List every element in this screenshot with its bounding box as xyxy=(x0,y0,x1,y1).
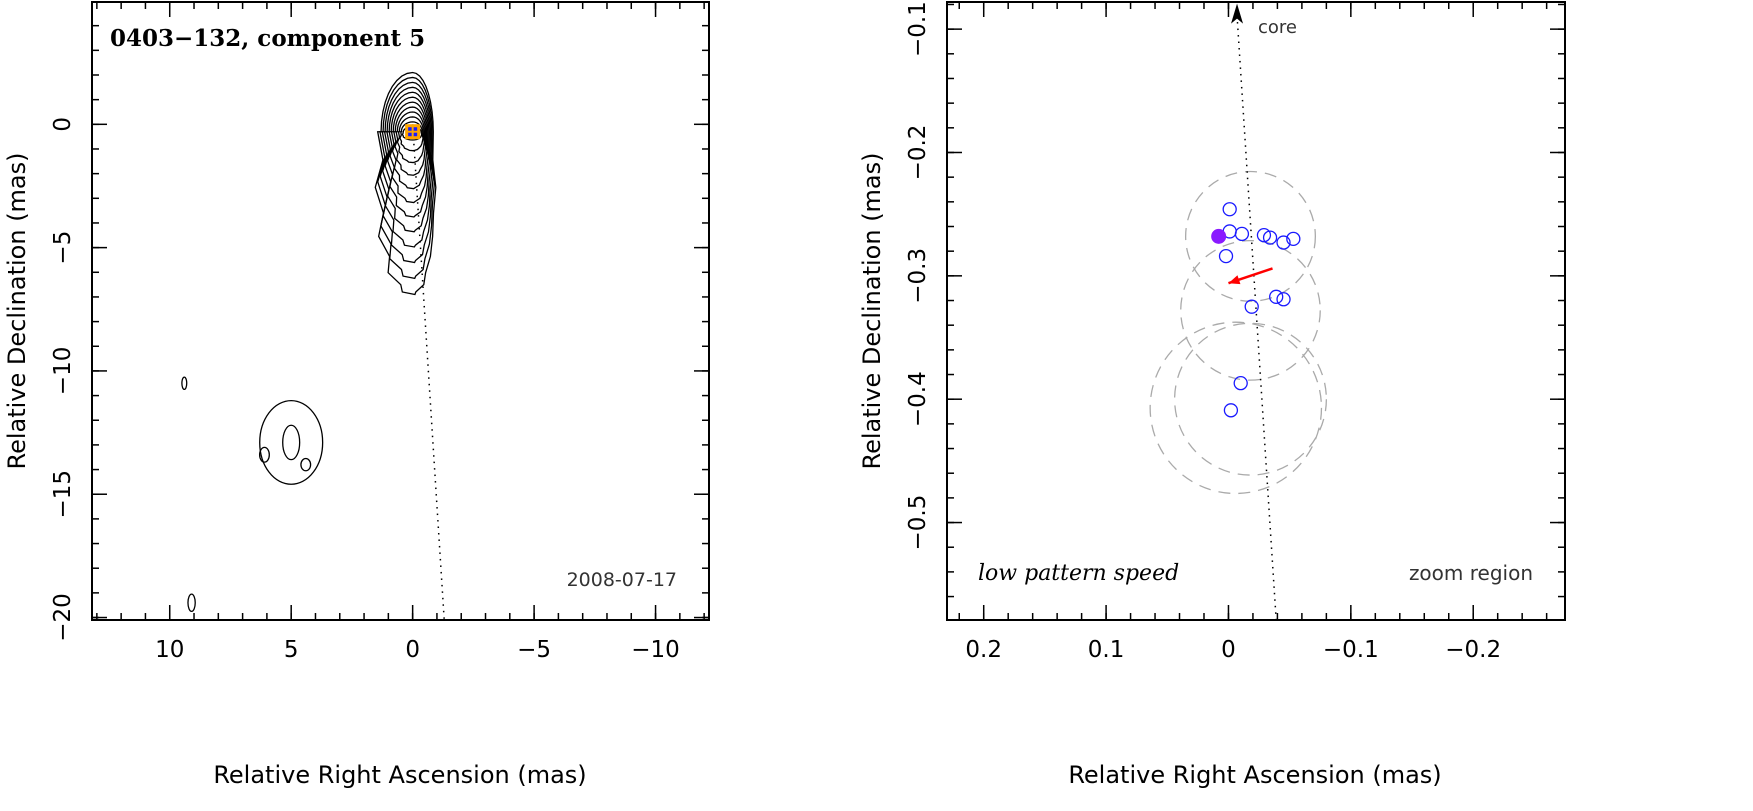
contour-line xyxy=(384,91,432,233)
data-point xyxy=(1286,231,1301,246)
contour-line xyxy=(377,76,436,280)
data-point xyxy=(1262,230,1278,245)
data-point xyxy=(1256,227,1272,243)
data-point xyxy=(1276,292,1291,307)
y-tick-label: −0.2 xyxy=(905,125,931,181)
jet-direction-line xyxy=(411,124,445,621)
y-tick-label: −10 xyxy=(50,347,76,396)
data-point xyxy=(1218,248,1234,264)
contour-line xyxy=(394,111,427,176)
annotation-zoom-region: zoom region xyxy=(1409,561,1533,585)
y-tick-label: −0.1 xyxy=(905,1,931,57)
x-tick-label: −10 xyxy=(631,637,680,663)
contour-line xyxy=(399,121,424,152)
data-point xyxy=(1244,299,1259,314)
plot-frame xyxy=(91,1,710,621)
uncertainty-circle xyxy=(1173,322,1328,476)
y-tick-label: 0 xyxy=(50,117,76,132)
uncertainty-circle xyxy=(1149,321,1323,495)
right-panel-zoom-scatter: 0.2 0.1 0 −0.1 −0.2 −0.1 −0.2 −0.3 −0.4 −0.5 xyxy=(905,1,1566,663)
x-tick-label: −0.2 xyxy=(1445,637,1501,663)
left-date: 2008-07-17 xyxy=(567,569,677,591)
data-point xyxy=(1276,235,1291,250)
left-title: 0403−132, component 5 xyxy=(110,25,425,52)
jet-direction-line xyxy=(1236,15,1277,621)
right-ylabel: Relative Declination (mas) xyxy=(858,152,886,469)
highlight-data-point xyxy=(1211,228,1227,244)
left-ylabel: Relative Declination (mas) xyxy=(3,152,31,469)
right-xlabel: Relative Right Ascension (mas) xyxy=(1068,761,1441,789)
core-arrow-icon xyxy=(1231,3,1244,24)
contour-island xyxy=(300,457,312,472)
y-tick-label: −0.5 xyxy=(905,495,931,551)
left-xlabel: Relative Right Ascension (mas) xyxy=(213,761,586,789)
data-point xyxy=(1223,403,1239,418)
contour-line xyxy=(396,116,425,164)
data-point xyxy=(1222,202,1237,217)
x-tick-label: −5 xyxy=(517,637,551,663)
contour-line xyxy=(381,86,433,248)
contour-line xyxy=(379,81,434,264)
data-point xyxy=(1269,289,1284,304)
data-point xyxy=(1233,376,1248,391)
x-tick-label: 0 xyxy=(405,637,420,663)
annotation-low-pattern-speed: low pattern speed xyxy=(978,561,1179,586)
y-tick-label: −15 xyxy=(50,470,76,519)
data-point xyxy=(1234,226,1250,242)
contour-island xyxy=(258,446,270,463)
y-tick-label: −0.3 xyxy=(905,248,931,304)
x-tick-label: 0 xyxy=(1221,637,1236,663)
x-tick-label: 0.1 xyxy=(1088,637,1125,663)
y-tick-label: −0.4 xyxy=(905,371,931,427)
x-tick-label: 0.2 xyxy=(965,637,1002,663)
annotation-core: core xyxy=(1258,17,1297,38)
contour-line xyxy=(386,96,431,218)
motion-vector-arrowhead-icon xyxy=(1228,275,1241,285)
left-panel-contour-map: 10 5 0 −5 −10 0 −5 −10 −15 −20 xyxy=(50,1,710,663)
plot-frame xyxy=(946,1,1566,621)
uncertainty-circle xyxy=(1180,239,1321,381)
contour-line xyxy=(389,101,429,204)
contour-island xyxy=(181,376,188,391)
y-tick-label: −20 xyxy=(50,593,76,642)
contour-island xyxy=(259,399,324,485)
uncertainty-circle xyxy=(1184,170,1317,302)
x-tick-label: −0.1 xyxy=(1323,637,1379,663)
contour-island xyxy=(187,593,196,612)
x-tick-label: 10 xyxy=(155,637,184,663)
contour-line xyxy=(391,106,428,190)
y-tick-label: −5 xyxy=(50,231,76,265)
x-tick-label: 5 xyxy=(284,637,299,663)
contour-island xyxy=(282,424,301,461)
